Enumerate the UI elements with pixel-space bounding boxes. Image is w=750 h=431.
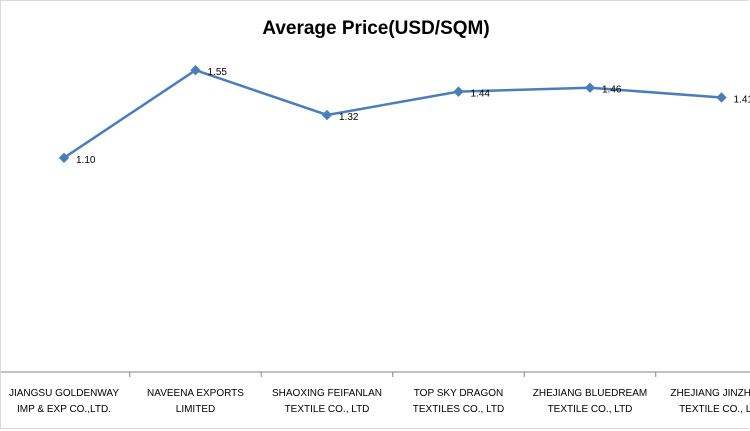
data-label: 1.55 xyxy=(208,67,228,78)
data-point-marker xyxy=(454,87,463,96)
data-label: 1.46 xyxy=(602,85,622,96)
x-axis-ticks xyxy=(1,372,750,377)
data-point-marker xyxy=(717,93,726,102)
series-line xyxy=(64,70,722,158)
category-label: ZHEJIANG JINZHENGTEXTILE CO., LTD xyxy=(670,388,750,415)
data-label: 1.10 xyxy=(76,155,96,166)
data-label: 1.44 xyxy=(471,89,491,100)
data-label: 1.32 xyxy=(339,112,359,123)
data-point-marker xyxy=(323,110,332,119)
data-label: 1.41 xyxy=(734,94,750,105)
chart-title: Average Price(USD/SQM) xyxy=(262,18,489,39)
data-point-marker xyxy=(586,83,595,92)
series-layer: 1.10 1.55 1.32 1.44 1.46 1.41 xyxy=(60,66,750,166)
